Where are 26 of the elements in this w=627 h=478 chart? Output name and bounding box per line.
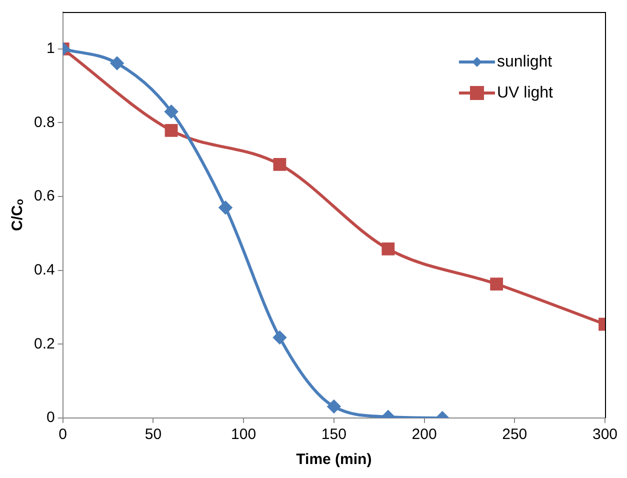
x-tick-label: 300 (592, 426, 618, 444)
point (110, 56, 124, 70)
x-tick-label: 250 (502, 426, 528, 444)
point (327, 400, 340, 414)
legend-label: sunlight (496, 53, 553, 70)
legend-label: UV light (496, 84, 554, 102)
x-axis-title: Time (min) (296, 451, 372, 468)
y-tick-label: 0.4 (34, 262, 55, 279)
y-tick-label: 0 (46, 409, 55, 426)
point (273, 158, 286, 171)
point (164, 124, 178, 137)
point (164, 105, 178, 118)
y-tick-label: 0.8 (34, 114, 55, 131)
y-tick-label: 1 (46, 40, 55, 58)
x-tick-label: 0 (58, 426, 68, 444)
x-tick-label: 150 (321, 426, 346, 444)
y-tick-label: 0.2 (34, 335, 55, 352)
y-tick-label: 0.6 (34, 188, 55, 205)
point (490, 278, 504, 290)
y-axis-title: C/Cₒ (9, 199, 26, 231)
x-tick-label: 100 (231, 426, 256, 444)
point (382, 242, 395, 256)
point (218, 201, 232, 214)
x-tick-label: 50 (144, 426, 162, 444)
x-tick-label: 200 (412, 426, 437, 444)
point (273, 331, 286, 344)
